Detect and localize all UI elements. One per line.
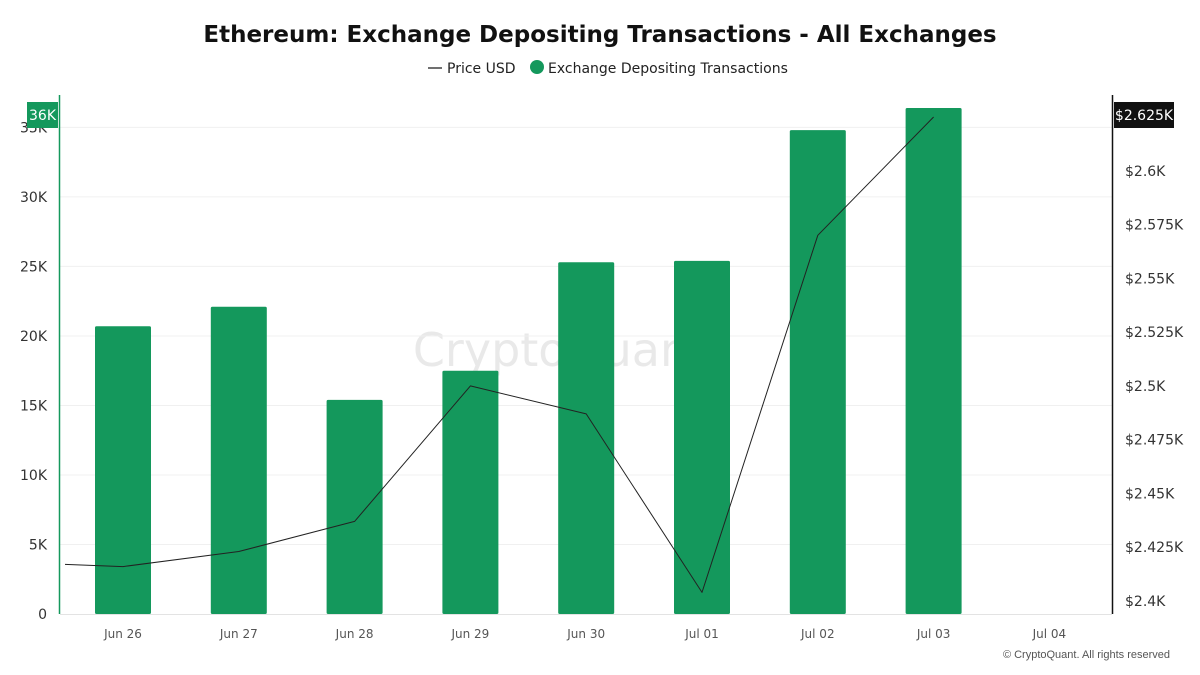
left-axis-tick-label: 30K xyxy=(20,190,48,206)
x-axis-tick-label: Jun 30 xyxy=(566,627,605,641)
chart-title: Ethereum: Exchange Depositing Transactio… xyxy=(203,22,996,48)
right-axis-tick-label: $2.5K xyxy=(1125,379,1166,395)
right-axis-tick-label: $2.6K xyxy=(1125,164,1166,180)
x-axis-tick-label: Jun 27 xyxy=(219,627,258,641)
legend-transactions-dot-icon xyxy=(530,60,544,74)
right-axis-tick-label: $2.45K xyxy=(1125,486,1175,502)
x-axis-tick-label: Jun 29 xyxy=(450,627,489,641)
left-current-value-badge xyxy=(27,102,58,128)
transactions-bar[interactable] xyxy=(905,107,962,614)
legend-price-label[interactable]: Price USD xyxy=(447,61,516,77)
right-axis-tick-label: $2.475K xyxy=(1125,433,1184,449)
x-axis-tick-label: Jul 04 xyxy=(1032,627,1067,641)
price-usd-line[interactable] xyxy=(64,116,934,593)
right-axis-tick-label: $2.4K xyxy=(1125,594,1166,610)
right-axis-tick-label: $2.525K xyxy=(1125,325,1184,341)
x-axis-tick-label: Jun 26 xyxy=(103,627,142,641)
transactions-bar[interactable] xyxy=(558,262,615,614)
transactions-bar[interactable] xyxy=(789,130,846,614)
legend: Price USD Exchange Depositing Transactio… xyxy=(428,60,788,77)
legend-transactions-label[interactable]: Exchange Depositing Transactions xyxy=(548,61,788,77)
left-current-value-label: 36K xyxy=(29,108,57,124)
right-axis-tick-label: $2.55K xyxy=(1125,271,1175,287)
transactions-bar[interactable] xyxy=(95,326,151,614)
transactions-bar[interactable] xyxy=(326,399,383,614)
transactions-bar[interactable] xyxy=(442,370,499,614)
right-axis-tick-label: $2.425K xyxy=(1125,540,1184,556)
left-axis-tick-label: 5K xyxy=(29,537,48,553)
right-axis-tick-label: $2.575K xyxy=(1125,218,1184,234)
copyright-text: © CryptoQuant. All rights reserved xyxy=(1003,649,1170,661)
left-axis-tick-label: 15K xyxy=(20,398,48,414)
left-axis-tick-label: 10K xyxy=(20,468,48,484)
left-axis-tick-label: 0 xyxy=(38,607,47,623)
left-axis-tick-label: 20K xyxy=(20,329,48,345)
x-axis-tick-label: Jul 02 xyxy=(800,627,835,641)
transactions-bar[interactable] xyxy=(674,260,730,614)
x-axis-tick-label: Jul 01 xyxy=(684,627,719,641)
transactions-bar[interactable] xyxy=(210,306,267,614)
right-current-value-label: $2.625K xyxy=(1115,108,1174,124)
right-current-value-badge xyxy=(1114,102,1174,128)
x-axis-tick-label: Jun 28 xyxy=(335,627,374,641)
x-axis-tick-label: Jul 03 xyxy=(916,627,951,641)
left-axis-tick-label: 25K xyxy=(20,259,48,275)
